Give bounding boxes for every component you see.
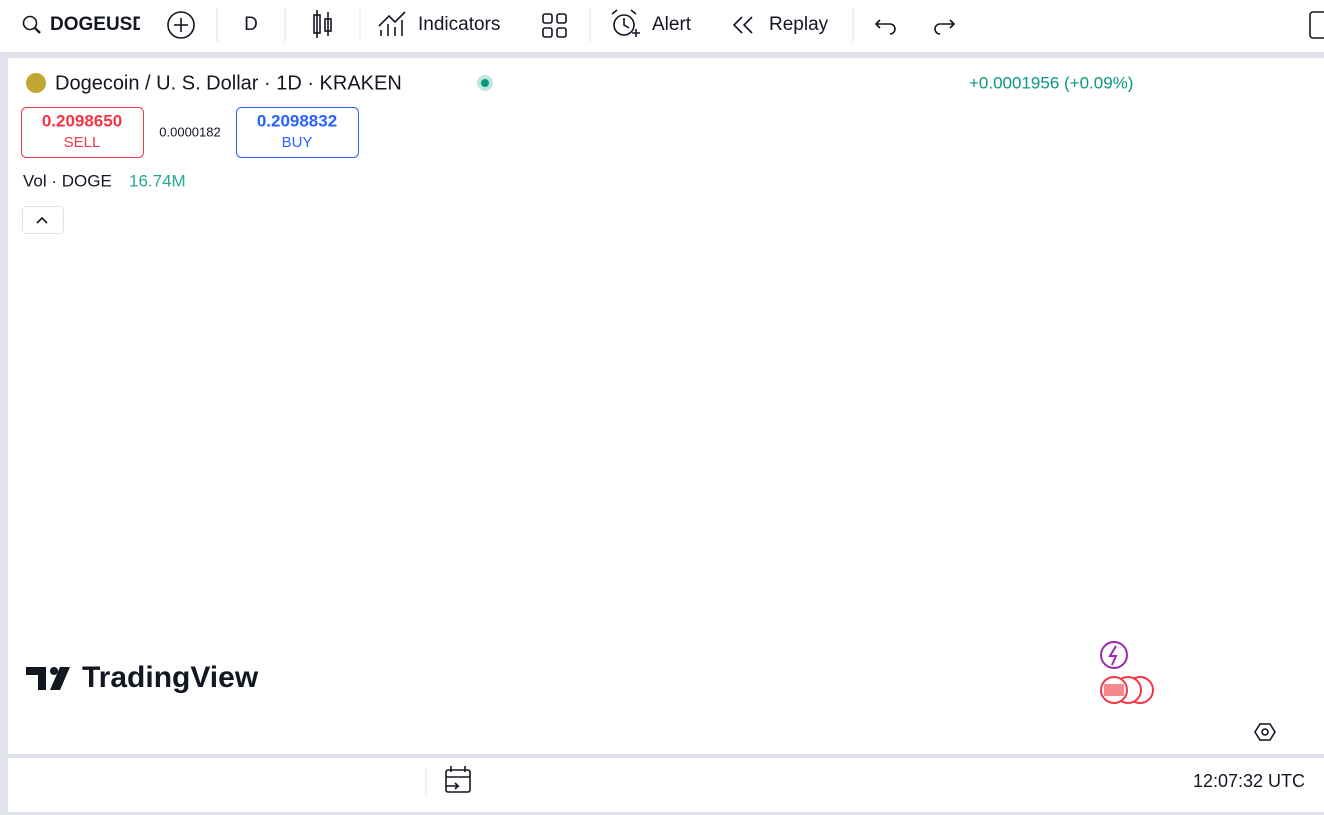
undo[interactable] — [874, 19, 896, 35]
sell-price: 0.2098650 — [42, 111, 122, 130]
bottom-bar — [8, 758, 1324, 812]
date-range-icon[interactable] — [445, 766, 471, 793]
logo — [26, 667, 70, 690]
chart-pane — [8, 58, 1324, 754]
indicators-button[interactable]: Indicators — [418, 14, 500, 35]
coin-icon — [26, 73, 46, 93]
search-icon[interactable] — [22, 15, 41, 34]
toolbar — [0, 0, 1324, 52]
alert-button[interactable]: Alert — [652, 14, 692, 35]
buy-price: 0.2098832 — [257, 111, 337, 130]
logo-text: TradingView — [82, 661, 259, 694]
collapse-icon — [36, 216, 48, 224]
volume-legend-value: 16.74M — [129, 171, 186, 190]
settings-icon[interactable] — [1254, 723, 1276, 741]
panel-toggle[interactable] — [1309, 11, 1324, 39]
sell-button[interactable] — [21, 107, 144, 158]
clock: 12:07:32 UTC — [1193, 771, 1305, 791]
symbol[interactable]: DOGEUSD — [50, 14, 146, 35]
toolbar-separators — [216, 8, 854, 42]
buy-label: BUY — [282, 134, 313, 151]
volume-legend-label: Vol · DOGE — [23, 171, 112, 190]
event-icons[interactable] — [1100, 641, 1154, 704]
redo[interactable] — [934, 19, 956, 35]
spread: 0.0000182 — [159, 124, 220, 139]
change: +0.0001956 (+0.09%) — [969, 73, 1133, 92]
sell-label: SELL — [64, 134, 101, 151]
add-symbol[interactable] — [167, 11, 195, 39]
buy-button[interactable] — [236, 107, 359, 158]
market-status-dot — [481, 79, 489, 87]
chart-type-icon[interactable] — [313, 10, 332, 38]
replay-icon[interactable] — [732, 16, 753, 34]
alert-icon[interactable] — [611, 9, 640, 37]
templates-icon[interactable] — [542, 13, 567, 38]
symbol-title: Dogecoin / U. S. Dollar · 1D · KRAKEN — [55, 72, 402, 94]
indicators-icon[interactable] — [378, 11, 406, 36]
interval[interactable]: D — [244, 14, 258, 35]
replay-button[interactable]: Replay — [769, 14, 829, 35]
